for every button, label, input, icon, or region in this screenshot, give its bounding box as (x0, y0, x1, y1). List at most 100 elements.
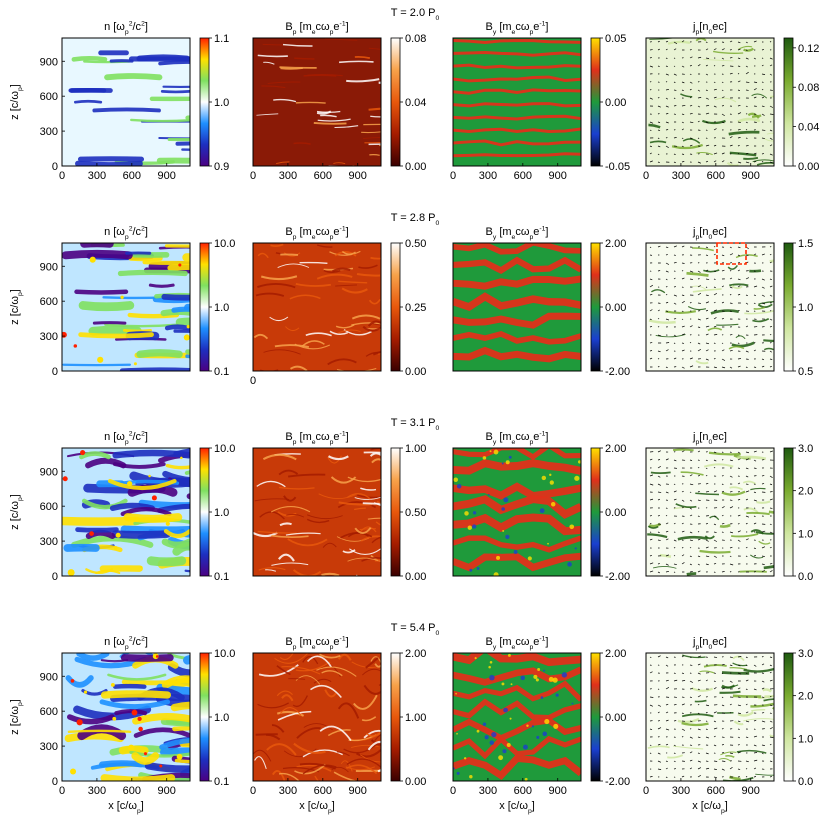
jp-vector-arrow (649, 97, 653, 100)
jp-vector-arrow (673, 752, 676, 754)
jp-vector-arrow (745, 71, 749, 75)
colorbar-tick-label: 1.00 (405, 712, 426, 724)
jp-vector-arrow (681, 554, 685, 557)
colorbar (783, 242, 794, 372)
panel-bp: Bp [mecωpe-1] 0.50 0.25 0.00 (252, 226, 426, 378)
x-tick-label: 600 (707, 170, 725, 182)
jp-vector-arrow (681, 318, 684, 320)
n-filament (65, 675, 94, 688)
jp-vector-arrow (753, 57, 756, 60)
panel-title-by: By [mecωpe-1] (486, 21, 549, 36)
n-filament (79, 451, 111, 460)
n-filament (76, 653, 110, 661)
colorbar-tick-label: 0.25 (405, 302, 426, 314)
jp-vector-arrow (705, 333, 709, 336)
jp-current-sheet (747, 112, 760, 119)
jp-vector-arrow (745, 121, 748, 124)
jp-vector-arrow (665, 310, 669, 312)
jp-vector-arrow (745, 555, 748, 557)
x-tick-label: 600 (314, 170, 332, 182)
bp-fieldline (306, 518, 330, 524)
jp-vector-arrow (657, 350, 661, 353)
z-axis-label: z [c/ωp] (9, 84, 24, 120)
bp-fieldline (338, 60, 374, 64)
bp-fieldline (299, 762, 337, 770)
n-filament (164, 324, 190, 331)
bp-fieldline (285, 532, 321, 536)
jp-vector-arrow (713, 128, 717, 131)
jp-vector-arrow (665, 743, 669, 746)
jp-vector-arrow (721, 744, 724, 746)
bp-fieldline (365, 351, 381, 357)
bp-fieldline (306, 514, 343, 520)
by-band (453, 535, 581, 553)
jp-vector-arrow (681, 703, 685, 706)
n-filament (158, 452, 190, 464)
jp-vector-arrow (761, 656, 764, 658)
jp-vector-arrow (689, 736, 693, 739)
jp-vector-arrow (729, 253, 733, 256)
jp-vector-arrow (665, 711, 669, 714)
jp-vector-arrow (697, 672, 701, 675)
jp-vector-arrow (665, 538, 669, 541)
jp-vector-arrow (657, 483, 662, 486)
x-tick-label: 900 (158, 170, 176, 182)
jp-vector-arrow (745, 366, 748, 368)
jp-vector-arrow (721, 89, 724, 92)
jp-vector-arrow (745, 546, 748, 549)
jp-vector-arrow (649, 65, 654, 68)
by-spot (574, 475, 580, 481)
jp-current-sheet (695, 360, 709, 365)
jp-vector-arrow (665, 137, 668, 139)
by-spot (537, 667, 541, 671)
jp-current-sheet (755, 531, 774, 535)
jp-vector-arrow (673, 498, 677, 501)
bp-fieldline (317, 118, 351, 122)
jp-vector-arrow (753, 467, 757, 469)
jp-vector-arrow (689, 547, 692, 549)
jp-vector-arrow (737, 514, 741, 517)
panel-jp: jp[n0ec] 3.0 2.0 1.0 0.0 (645, 431, 813, 583)
jp-vector-arrow (713, 539, 718, 542)
jp-vector-arrow (721, 687, 726, 690)
jp-vector-arrow (761, 73, 766, 75)
bp-fieldline (324, 689, 338, 698)
jp-vector-arrow (737, 285, 741, 288)
jp-vector-arrow (657, 450, 661, 453)
bp-fieldline (360, 487, 377, 491)
jp-vector-arrow (737, 736, 741, 739)
bp-fieldline (313, 122, 347, 125)
by-spot (501, 462, 504, 465)
by-spot (505, 460, 510, 465)
by-band (453, 735, 581, 760)
n-filament (62, 249, 133, 260)
jp-vector-arrow (745, 498, 749, 501)
jp-vector-arrow (745, 105, 748, 108)
jp-vector-arrow (761, 302, 766, 305)
bp-fieldline (327, 455, 349, 461)
n-spot (89, 256, 96, 263)
bp-fieldline (374, 733, 381, 742)
jp-vector-arrow (697, 679, 701, 682)
panel-n: n [ωp2/c2] 1.1 1.0 0.9 0 300 600 900 0 300 600 900 z… (9, 21, 229, 182)
colorbar-tick-label: 10.0 (214, 238, 235, 250)
panel-bp: Bp [mecωpe-1] 1.00 0.50 0.00 (252, 431, 426, 583)
bp-fieldline (270, 506, 311, 513)
colorbar-tick-label: -2.00 (605, 776, 630, 788)
z-tick-label: 300 (40, 331, 58, 343)
jp-vector-arrow (697, 712, 700, 715)
panel-frame (61, 37, 191, 167)
jp-vector-arrow (769, 342, 772, 344)
bp-fieldline (316, 110, 332, 115)
jp-vector-arrow (681, 113, 685, 116)
jp-vector-arrow (697, 531, 700, 533)
bp-fieldline (269, 316, 289, 322)
jp-vector-arrow (657, 245, 661, 248)
jp-current-sheet (667, 40, 691, 45)
jp-vector-arrow (649, 696, 654, 698)
jp-vector-arrow (689, 302, 692, 304)
jp-vector-arrow (721, 81, 724, 84)
bp-fieldline (253, 333, 269, 340)
jp-vector-arrow (729, 270, 732, 272)
jp-vector-arrow (769, 113, 774, 115)
